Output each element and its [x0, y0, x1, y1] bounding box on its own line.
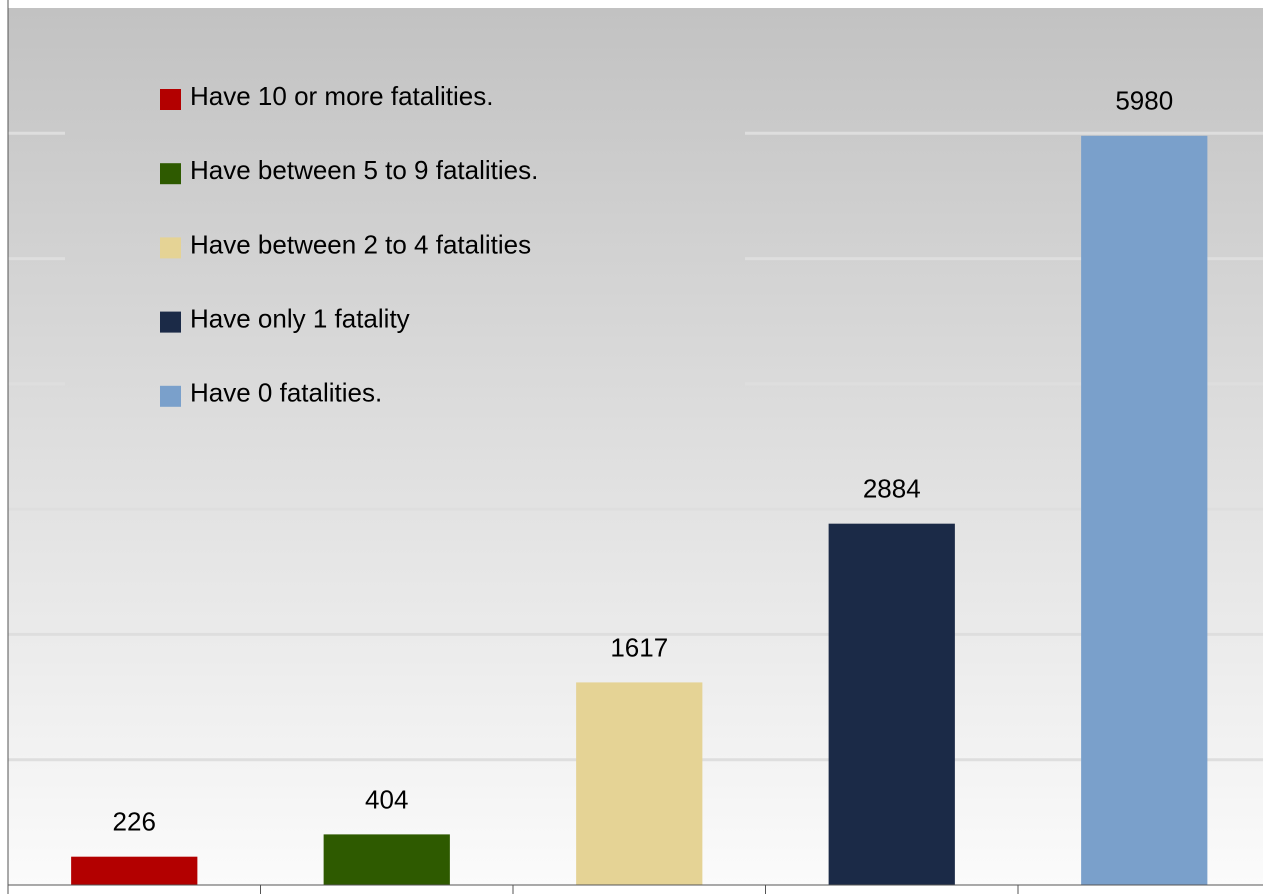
legend-swatch	[160, 237, 181, 259]
legend-label: Have between 2 to 4 fatalities	[190, 229, 531, 259]
legend-label: Have only 1 fatality	[190, 303, 410, 333]
legend-swatch	[160, 89, 181, 110]
legend-label: Have between 5 to 9 fatalities.	[190, 155, 538, 185]
legend-swatch	[160, 385, 181, 407]
bar	[1081, 135, 1208, 885]
legend-background	[65, 10, 745, 420]
data-label: 5980	[1115, 86, 1173, 116]
bar	[576, 682, 703, 885]
bar	[828, 523, 955, 885]
data-label: 404	[365, 784, 408, 814]
legend-label: Have 0 fatalities.	[190, 378, 382, 408]
data-label: 1617	[610, 632, 668, 662]
data-label: 226	[113, 807, 156, 837]
legend-label: Have 10 or more fatalities.	[190, 81, 493, 111]
data-label: 2884	[863, 474, 921, 504]
legend-swatch	[160, 163, 181, 185]
bar	[71, 856, 198, 885]
legend-swatch	[160, 311, 181, 333]
bar	[323, 834, 450, 885]
